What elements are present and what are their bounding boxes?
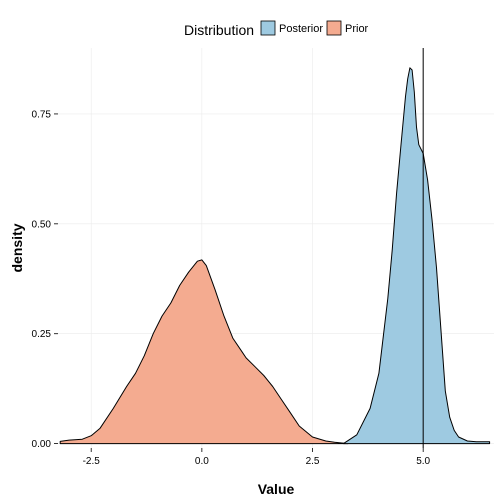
legend-swatch-posterior — [260, 20, 276, 36]
legend: Distribution Posterior Prior — [184, 20, 369, 38]
x-axis-title: Value — [258, 481, 295, 497]
density-area-prior — [59, 259, 349, 445]
density-areas — [59, 67, 491, 445]
x-axis: -2.5 0.0 2.5 5.0 — [83, 448, 431, 467]
x-tick-label-1: 0.0 — [195, 456, 209, 467]
y-tick-label-1: 0.25 — [32, 329, 52, 340]
legend-label-posterior: Posterior — [279, 23, 323, 35]
y-axis: 0.00 0.25 0.50 0.75 — [32, 109, 58, 450]
x-tick-label-2: 2.5 — [306, 456, 320, 467]
y-tick-label-0: 0.00 — [32, 439, 52, 450]
y-tick-label-3: 0.75 — [32, 109, 52, 120]
plot-panel — [58, 48, 494, 448]
y-axis-title: density — [9, 223, 25, 272]
legend-title: Distribution — [184, 22, 254, 38]
x-tick-label-3: 5.0 — [416, 456, 430, 467]
density-area-posterior — [343, 67, 491, 445]
x-tick-label-0: -2.5 — [83, 456, 101, 467]
legend-swatch-prior — [326, 20, 342, 36]
y-tick-label-2: 0.50 — [32, 219, 52, 230]
legend-label-prior: Prior — [345, 23, 369, 35]
